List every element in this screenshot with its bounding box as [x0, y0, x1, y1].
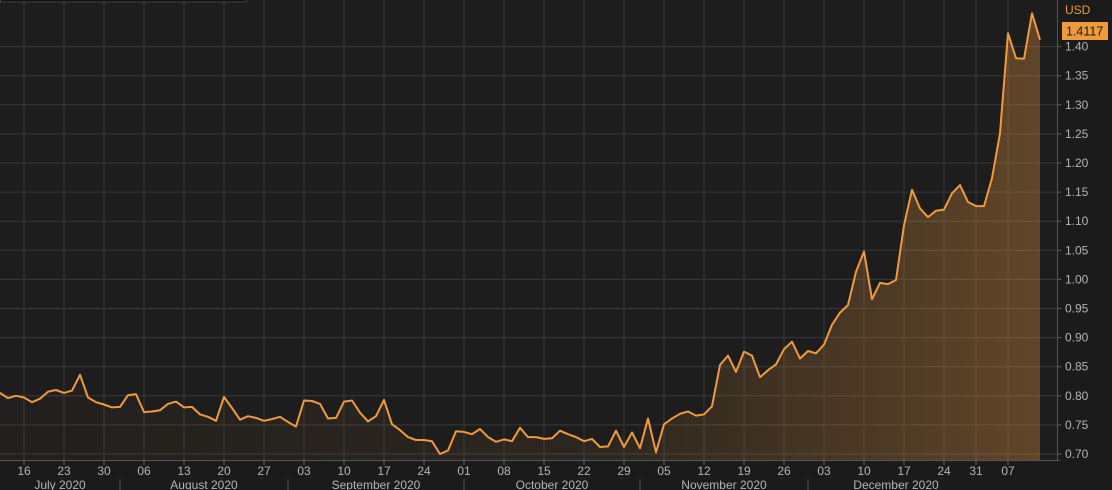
legend-box	[0, 0, 247, 3]
x-tick-label: 24	[937, 464, 951, 478]
x-tick-label: 07	[1001, 464, 1015, 478]
x-tick-label: 24	[417, 464, 431, 478]
x-tick-label: 17	[377, 464, 391, 478]
x-tick-label: 19	[737, 464, 751, 478]
x-tick-label: 05	[657, 464, 671, 478]
y-tick-label: 1.05	[1065, 243, 1089, 257]
y-tick-label: 0.75	[1065, 418, 1089, 432]
y-tick-label: 1.10	[1065, 214, 1089, 228]
last-value-tag: 1.4117	[1062, 22, 1108, 40]
x-tick-label: 15	[537, 464, 551, 478]
x-tick-label: 30	[97, 464, 111, 478]
y-tick-label: 1.25	[1065, 127, 1089, 141]
x-tick-label: 23	[57, 464, 71, 478]
y-tick-label: 0.95	[1065, 302, 1089, 316]
y-tick-label: 1.35	[1065, 69, 1089, 83]
y-tick-label: 0.70	[1065, 447, 1089, 461]
x-tick-label: 17	[897, 464, 911, 478]
series-line	[0, 12, 1041, 455]
month-label: July 2020	[34, 478, 86, 490]
y-tick-label: 0.90	[1065, 331, 1089, 345]
y-tick-label: 0.80	[1065, 389, 1089, 403]
x-tick-label: 27	[257, 464, 271, 478]
month-label: September 2020	[332, 478, 421, 490]
x-tick-label: 12	[697, 464, 711, 478]
y-tick-label: 1.30	[1065, 98, 1089, 112]
month-label: November 2020	[681, 478, 767, 490]
x-tick-label: 10	[337, 464, 351, 478]
x-tick-label: 03	[297, 464, 311, 478]
x-tick-label: 16	[17, 464, 31, 478]
x-tick-label: 10	[857, 464, 871, 478]
month-label: December 2020	[853, 478, 939, 490]
x-tick-label: 01	[457, 464, 471, 478]
x-tick-label: 31	[969, 464, 983, 478]
month-label: October 2020	[516, 478, 589, 490]
x-tick-label: 22	[577, 464, 591, 478]
unit-label: USD	[1065, 3, 1091, 17]
y-tick-label: 1.20	[1065, 156, 1089, 170]
x-tick-label: 03	[817, 464, 831, 478]
y-tick-label: 0.85	[1065, 360, 1089, 374]
y-tick-label: 1.40	[1065, 40, 1089, 54]
x-tick-label: 26	[777, 464, 791, 478]
x-tick-label: 08	[497, 464, 511, 478]
x-tick-label: 29	[617, 464, 631, 478]
x-tick-label: 13	[177, 464, 191, 478]
series-area	[0, 13, 1040, 461]
month-label: August 2020	[170, 478, 238, 490]
y-tick-label: 1.00	[1065, 272, 1089, 286]
x-tick-label: 20	[217, 464, 231, 478]
y-tick-label: 1.15	[1065, 185, 1089, 199]
x-tick-label: 06	[137, 464, 151, 478]
last-value-label: 1.4117	[1066, 25, 1103, 39]
